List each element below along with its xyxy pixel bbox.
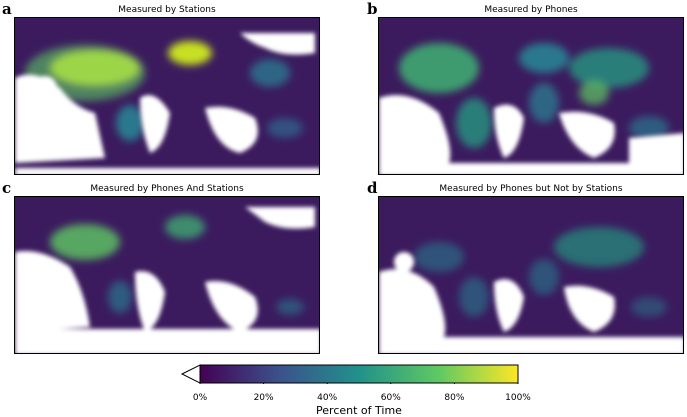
phones-north-america (399, 43, 479, 93)
both-europe (165, 215, 205, 239)
phones-only-australia (631, 297, 667, 317)
phones-only-south-america (459, 277, 489, 317)
panel-c-map (14, 196, 320, 354)
hotspot-oceania (267, 118, 303, 138)
phones-india (579, 81, 609, 105)
colorbar-tick-label: 20% (253, 393, 274, 403)
both-south-america (108, 281, 132, 313)
no-data-antarctic (15, 168, 319, 174)
no-data-b-indian (559, 111, 615, 158)
panel-c-title: Measured by Phones And Stations (90, 184, 244, 194)
colorbar-tick-label: 80% (444, 393, 465, 403)
phones-south-america (456, 98, 492, 148)
no-data-indian (205, 106, 258, 153)
colorbar-svg (180, 364, 519, 384)
no-data-d-pacific (379, 269, 446, 337)
no-data-b-south-pacific (629, 133, 683, 163)
no-data-c-antarctic (15, 329, 319, 353)
no-data-c-indian (205, 281, 258, 332)
no-data-d-hole (394, 252, 414, 272)
no-data-north-pacific (240, 33, 315, 55)
colorbar-tick-label: 0% (192, 393, 208, 403)
hotspot-south-america (116, 105, 144, 141)
colorbar-title: Percent of Time (316, 404, 402, 417)
colorbar (180, 364, 522, 384)
phones-asia (569, 48, 649, 88)
panel-c-letter: c (2, 179, 12, 197)
colorbar-tick-label: 40% (317, 393, 338, 403)
no-data-b-antarctic (379, 163, 683, 174)
no-data-c-north-pacific (245, 207, 315, 229)
panel-a-letter: a (2, 0, 12, 18)
colorbar-tick-label: 100% (505, 393, 531, 403)
panel-a-title: Measured by Stations (118, 5, 216, 15)
no-data-hole-1 (33, 76, 57, 100)
no-data-b-atlantic (494, 104, 524, 158)
no-data-c-atlantic (135, 271, 165, 332)
phones-europe (519, 43, 569, 73)
no-data-b-pacific (379, 95, 451, 163)
both-north-america (50, 224, 120, 260)
both-australia (276, 299, 304, 315)
phones-africa (529, 83, 559, 123)
no-data-atlantic-south (140, 95, 170, 153)
hotspot-europe (168, 41, 212, 65)
panel-b-map (378, 17, 684, 175)
phones-australia (629, 116, 669, 140)
colorbar-extend-min-triangle (180, 364, 201, 384)
colorbar-tick-label: 60% (380, 393, 401, 403)
no-data-c-pacific (15, 251, 90, 332)
panel-b-title: Measured by Phones (484, 5, 578, 15)
no-data-d-indian (564, 285, 615, 332)
panel-d-letter: d (367, 179, 378, 197)
panel-a-map (14, 17, 320, 175)
panel-d-map (378, 196, 684, 354)
hotspot-east-asia (250, 59, 290, 87)
phones-only-africa (529, 259, 559, 295)
panel-b-letter: b (367, 0, 378, 18)
panel-d-title: Measured by Phones but Not by Stations (439, 184, 623, 194)
no-data-d-atlantic (494, 279, 524, 332)
phones-only-mexico (414, 242, 464, 272)
colorbar-gradient (199, 364, 519, 384)
no-data-d-antarctic (379, 337, 683, 353)
phones-only-asia (554, 227, 644, 267)
